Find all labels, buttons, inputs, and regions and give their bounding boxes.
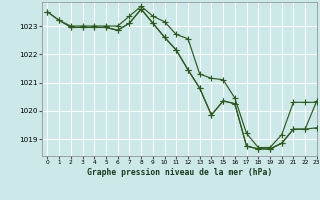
X-axis label: Graphe pression niveau de la mer (hPa): Graphe pression niveau de la mer (hPa) [87,168,272,177]
